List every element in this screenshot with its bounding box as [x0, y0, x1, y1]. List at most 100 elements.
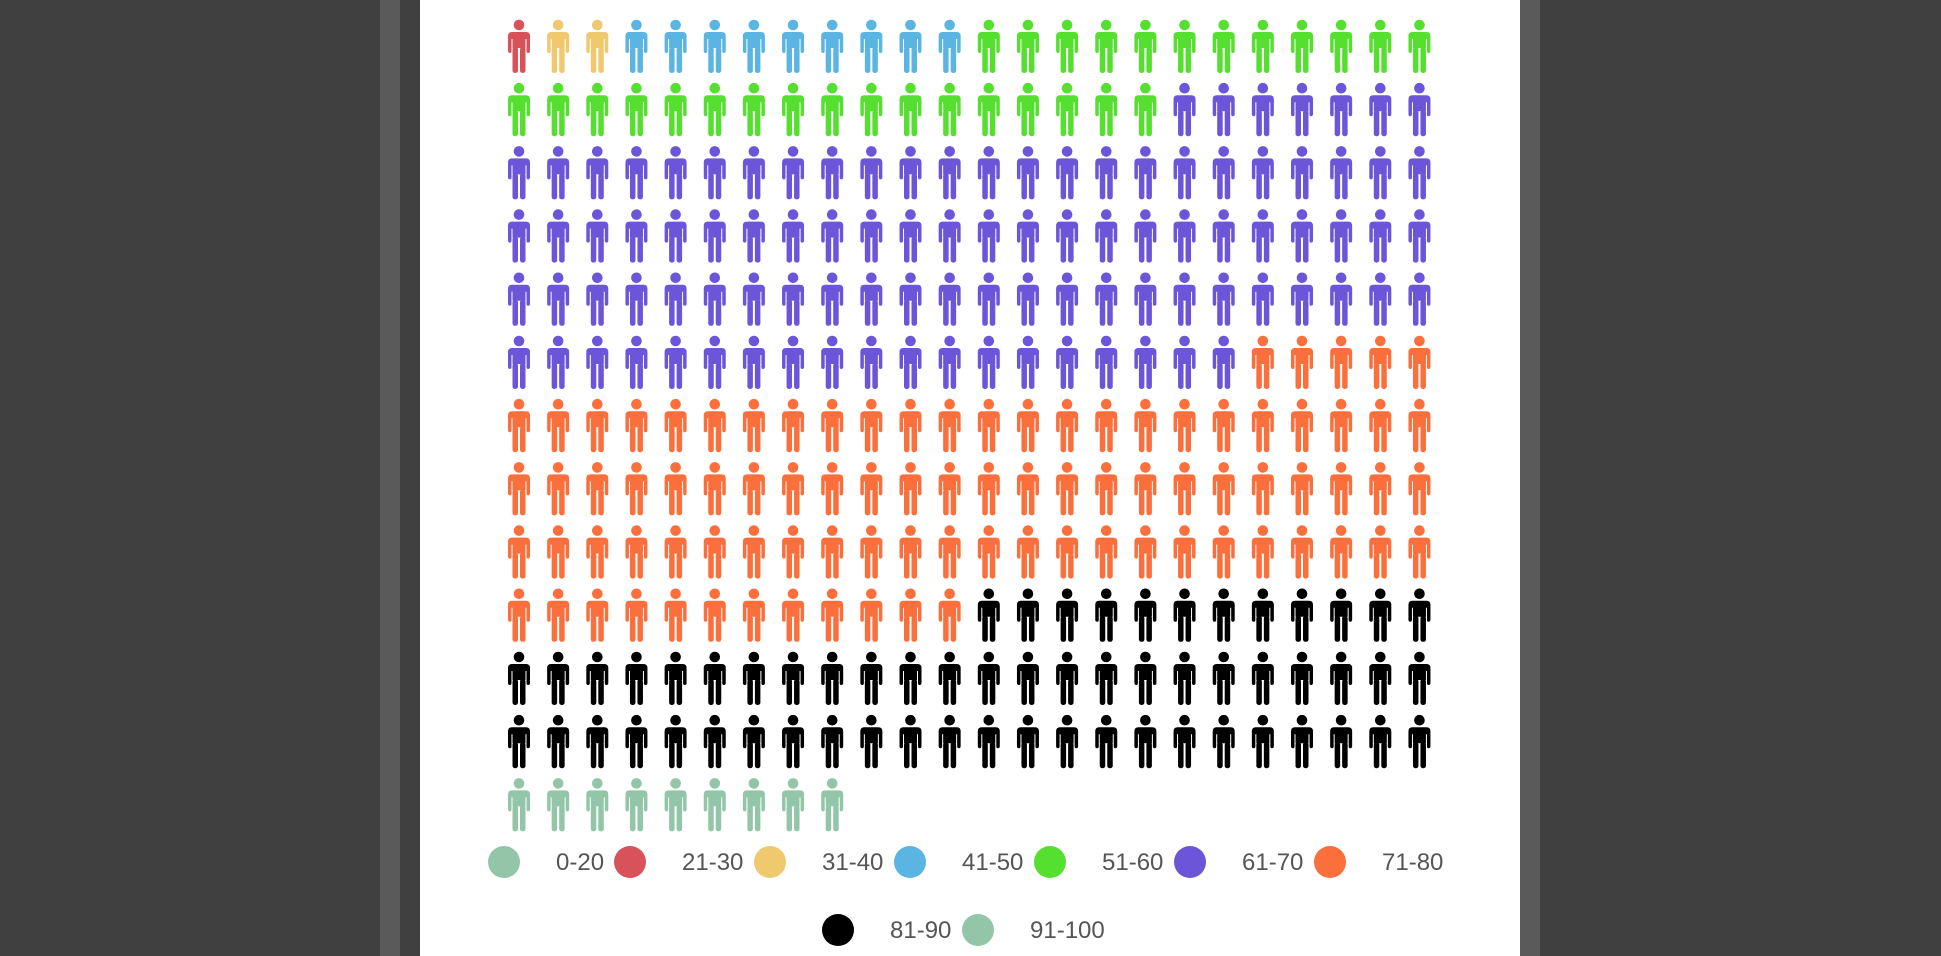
- person-icon: [1251, 651, 1274, 705]
- person-icon: [1173, 714, 1196, 769]
- legend-marker: [1034, 846, 1066, 878]
- person-icon: [1330, 209, 1353, 263]
- person-icon: [508, 525, 530, 579]
- person-icon: [1251, 82, 1274, 137]
- person-icon: [782, 146, 805, 200]
- person-icon: [703, 651, 726, 705]
- person-icon: [977, 525, 1000, 579]
- left-rail: [380, 0, 400, 956]
- person-icon: [1134, 651, 1157, 705]
- person-icon: [1291, 714, 1313, 769]
- person-icon: [821, 462, 844, 516]
- person-icon: [703, 398, 726, 453]
- person-icon: [1016, 272, 1039, 326]
- legend-item[interactable]: 61-70: [1174, 846, 1303, 878]
- legend-item[interactable]: 91-100: [962, 914, 1105, 946]
- legend-item[interactable]: 81-90: [822, 914, 951, 946]
- person-icon: [586, 146, 609, 200]
- person-icon: [1134, 398, 1157, 453]
- person-icon: [508, 651, 530, 705]
- person-icon: [1095, 209, 1118, 263]
- person-icon: [899, 462, 922, 516]
- person-icon: [1251, 398, 1274, 453]
- person-icon: [821, 146, 844, 200]
- person-icon: [547, 714, 570, 769]
- person-icon: [1016, 82, 1039, 137]
- person-icon: [899, 209, 922, 263]
- legend-item[interactable]: 51-60: [1034, 846, 1163, 878]
- person-icon: [1056, 335, 1079, 389]
- person-icon: [586, 398, 609, 453]
- person-icon: [1330, 82, 1353, 137]
- person-icon: [1134, 209, 1157, 263]
- person-icon: [1173, 398, 1196, 453]
- person-icon: [1212, 588, 1235, 642]
- person-icon: [742, 588, 765, 642]
- person-icon: [1095, 714, 1118, 769]
- person-icon: [1251, 525, 1274, 579]
- person-icon: [742, 19, 765, 73]
- person-icon: [1212, 714, 1235, 769]
- legend-item[interactable]: 21-30: [614, 846, 743, 878]
- person-icon: [860, 19, 883, 73]
- person-icon: [1016, 462, 1039, 516]
- person-icon: [586, 525, 609, 579]
- person-icon: [1330, 335, 1353, 389]
- person-icon: [742, 462, 765, 516]
- person-icon: [938, 398, 961, 453]
- person-icon: [938, 146, 961, 200]
- person-icon: [1134, 146, 1157, 200]
- person-icon: [1016, 335, 1039, 389]
- person-icon: [547, 146, 570, 200]
- person-icon: [1369, 714, 1392, 769]
- person-icon: [703, 19, 726, 73]
- person-icon: [742, 778, 765, 832]
- person-icon: [1095, 588, 1118, 642]
- person-icon: [977, 714, 1000, 769]
- person-icon: [1291, 209, 1313, 263]
- person-icon: [860, 525, 883, 579]
- person-icon: [1016, 146, 1039, 200]
- person-icon: [625, 525, 648, 579]
- person-icon: [1291, 525, 1313, 579]
- person-icon: [977, 146, 1000, 200]
- person-icon: [782, 335, 805, 389]
- legend-item[interactable]: 31-40: [754, 846, 883, 878]
- person-icon: [508, 462, 530, 516]
- person-icon: [664, 146, 687, 200]
- person-icon: [977, 651, 1000, 705]
- person-icon: [1056, 525, 1079, 579]
- person-icon: [1291, 272, 1313, 326]
- person-icon: [547, 335, 570, 389]
- person-icon: [742, 398, 765, 453]
- legend-item[interactable]: 41-50: [894, 846, 1023, 878]
- person-icon: [1056, 588, 1079, 642]
- legend-label: 21-30: [682, 849, 743, 876]
- legend-label: 91-100: [1030, 917, 1105, 944]
- person-icon: [821, 272, 844, 326]
- person-icon: [664, 82, 687, 137]
- person-icon: [938, 588, 961, 642]
- person-icon: [625, 714, 648, 769]
- person-icon: [899, 651, 922, 705]
- person-icon: [1369, 82, 1392, 137]
- right-rail: [1520, 0, 1540, 956]
- legend-item[interactable]: 0-20: [488, 846, 604, 878]
- person-icon: [508, 209, 530, 263]
- legend-label: 61-70: [1242, 849, 1303, 876]
- person-icon: [977, 588, 1000, 642]
- person-icon: [664, 714, 687, 769]
- person-icon: [1408, 19, 1431, 73]
- person-icon: [625, 398, 648, 453]
- person-icon: [1016, 19, 1039, 73]
- person-icon: [1408, 525, 1431, 579]
- person-icon: [1212, 272, 1235, 326]
- person-icon: [821, 588, 844, 642]
- person-icon: [1056, 82, 1079, 137]
- person-icon: [938, 335, 961, 389]
- person-icon: [1173, 462, 1196, 516]
- person-icon: [625, 588, 648, 642]
- person-icon: [625, 778, 648, 832]
- legend-item[interactable]: 71-80: [1314, 846, 1443, 878]
- person-icon: [586, 651, 609, 705]
